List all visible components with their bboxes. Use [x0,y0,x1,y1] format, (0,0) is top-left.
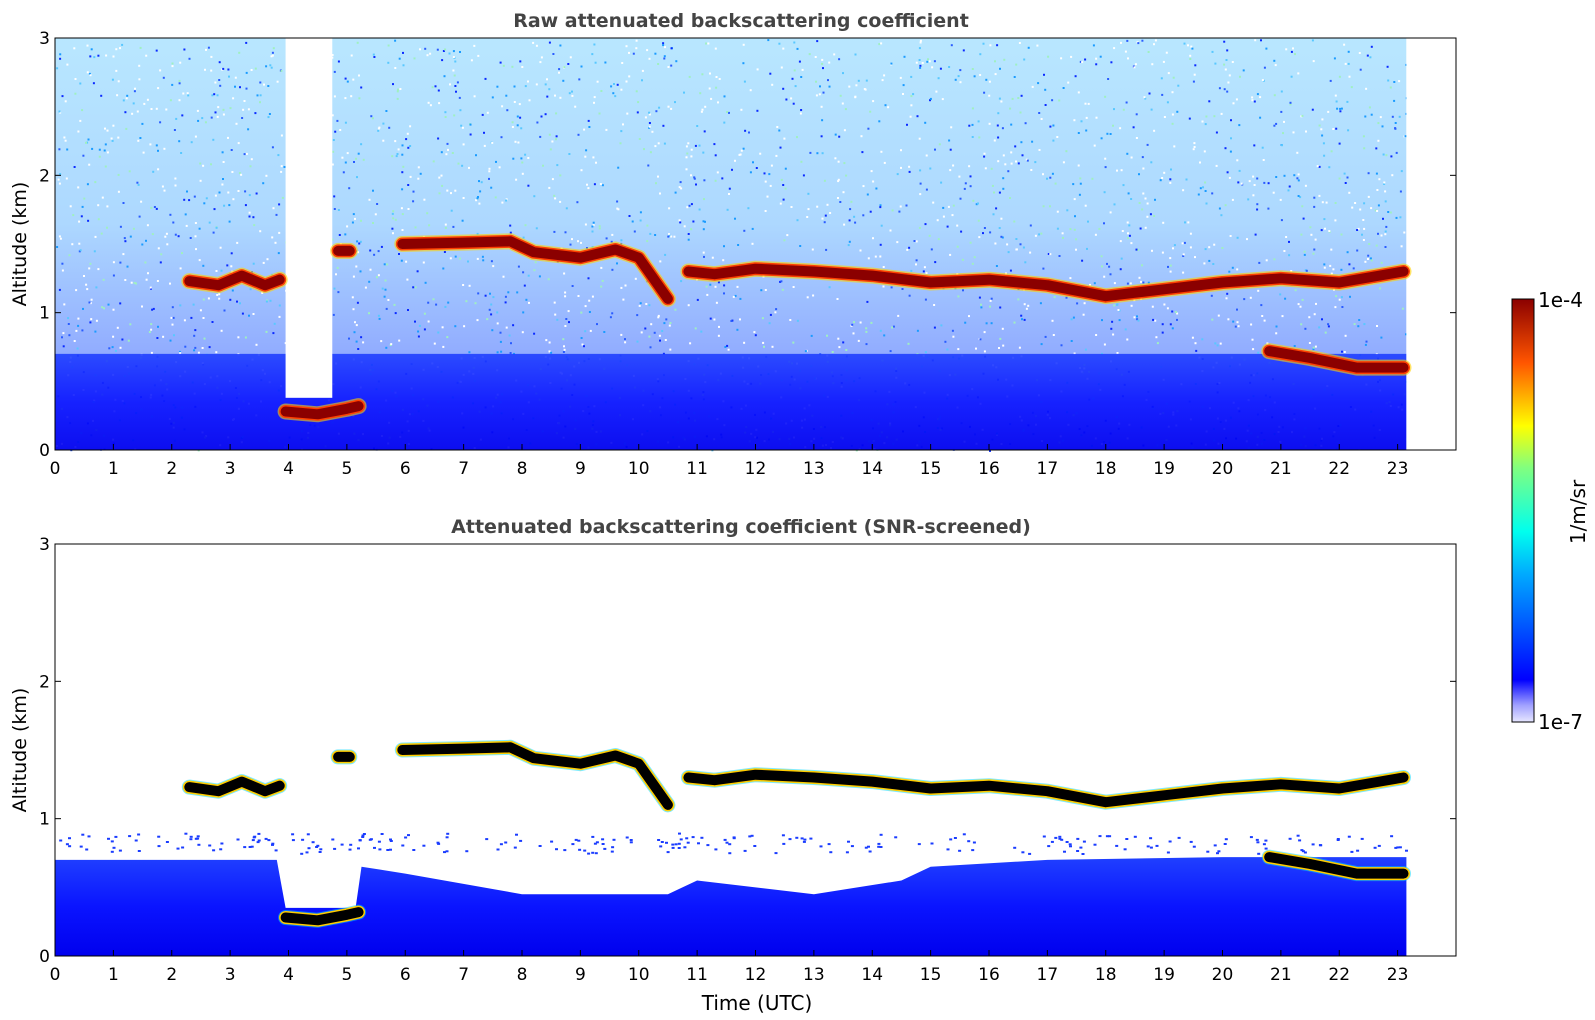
x-tick-label: 14 [861,459,883,479]
x-axis: 0 1 2 3 4 5 6 7 8 9 10 11 12 13 14 15 16 17 18 19 20 21 22 23 [50,950,1409,985]
x-tick-label: 19 [1153,459,1175,479]
x-tick-label: 8 [517,459,528,479]
y-tick-label: 2 [39,672,50,692]
cloud-layer [1264,852,1409,879]
cloud-layer [397,742,673,810]
cloud-layer [280,401,364,420]
x-tick-label: 16 [978,459,1000,479]
x-tick-label: 17 [1037,459,1059,479]
y-tick-label: 1 [39,810,50,830]
x-tick-label: 2 [166,965,177,985]
x-tick-label: 10 [628,965,650,985]
x-tick-label: 4 [283,459,294,479]
cloud-layer [683,769,1409,808]
x-tick-label: 1 [108,459,119,479]
x-tick-label: 23 [1387,459,1409,479]
y-tick-label: 1 [39,304,50,324]
y-tick-label: 3 [39,29,50,49]
cloud-layer [184,270,285,291]
y-axis-label: Altitude (km) [9,182,31,307]
colorbar-gradient [1511,298,1535,723]
y-tick-label: 2 [39,166,50,186]
y-tick-label: 3 [39,535,50,555]
x-tick-label: 8 [517,965,528,985]
y-axis-label: Altitude (km) [9,688,31,813]
colorbar-min-label: 1e-7 [1538,710,1583,734]
x-tick-label: 0 [50,965,61,985]
x-tick-label: 5 [341,965,352,985]
x-tick-label: 0 [50,459,61,479]
x-axis-label: Time (UTC) [701,991,813,1015]
y-tick-label: 0 [39,441,50,461]
x-tick-label: 16 [978,965,1000,985]
x-tick-label: 7 [458,965,469,985]
x-tick-label: 17 [1037,965,1059,985]
x-tick-label: 2 [166,459,177,479]
x-tick-label: 11 [686,459,708,479]
x-tick-label: 11 [686,965,708,985]
x-tick-label: 23 [1387,965,1409,985]
x-tick-label: 5 [341,459,352,479]
x-tick-label: 18 [1095,965,1117,985]
cloud-layer [1264,346,1409,373]
x-tick-label: 3 [225,965,236,985]
x-tick-label: 22 [1328,965,1350,985]
x-tick-label: 9 [575,459,586,479]
screened-speckle [59,832,1408,855]
x-tick-label: 12 [745,459,767,479]
panel-title: Raw attenuated backscattering coefficien… [513,10,969,32]
x-tick-label: 15 [920,459,942,479]
x-tick-label: 21 [1270,459,1292,479]
cloud-layer [184,776,285,797]
cloud-layer [683,263,1409,302]
raw-backscatter-panel: Raw attenuated backscattering coefficien… [9,10,1457,479]
x-tick-label: 20 [1212,965,1234,985]
no-data-region [1406,38,1456,450]
x-tick-label: 10 [628,459,650,479]
x-tick-label: 21 [1270,965,1292,985]
x-tick-label: 13 [803,965,825,985]
boundary-layer [55,857,1407,956]
snr-screened-panel: Attenuated backscattering coefficient (S… [9,516,1457,1015]
x-tick-label: 6 [400,965,411,985]
x-tick-label: 22 [1328,459,1350,479]
x-axis: 0 1 2 3 4 5 6 7 8 9 10 11 12 13 14 15 16 17 18 19 20 21 22 23 [50,444,1409,479]
colorbar-unit-label: 1/m/sr [1566,479,1590,544]
colorbar: 1e-4 1e-7 1/m/sr [1511,288,1590,734]
panel-title: Attenuated backscattering coefficient (S… [451,516,1031,538]
x-tick-label: 1 [108,965,119,985]
cloud-layer [280,907,364,926]
x-tick-label: 12 [745,965,767,985]
x-tick-label: 20 [1212,459,1234,479]
x-tick-label: 13 [803,459,825,479]
y-axis: 0 1 2 3 [39,29,1456,461]
cloud-layer [397,236,673,304]
data-gap [285,38,333,398]
x-tick-label: 4 [283,965,294,985]
heatmap-area [55,739,1411,956]
x-tick-label: 15 [920,965,942,985]
x-tick-label: 3 [225,459,236,479]
x-tick-label: 7 [458,459,469,479]
boundary-layer [55,353,1407,450]
x-tick-label: 14 [861,965,883,985]
x-tick-label: 19 [1153,965,1175,985]
colorbar-max-label: 1e-4 [1538,288,1583,312]
x-tick-label: 6 [400,459,411,479]
x-tick-label: 18 [1095,459,1117,479]
x-tick-label: 9 [575,965,586,985]
heatmap-area [55,38,1456,452]
y-tick-label: 0 [39,947,50,967]
y-axis: 0 1 2 3 [39,535,1456,967]
